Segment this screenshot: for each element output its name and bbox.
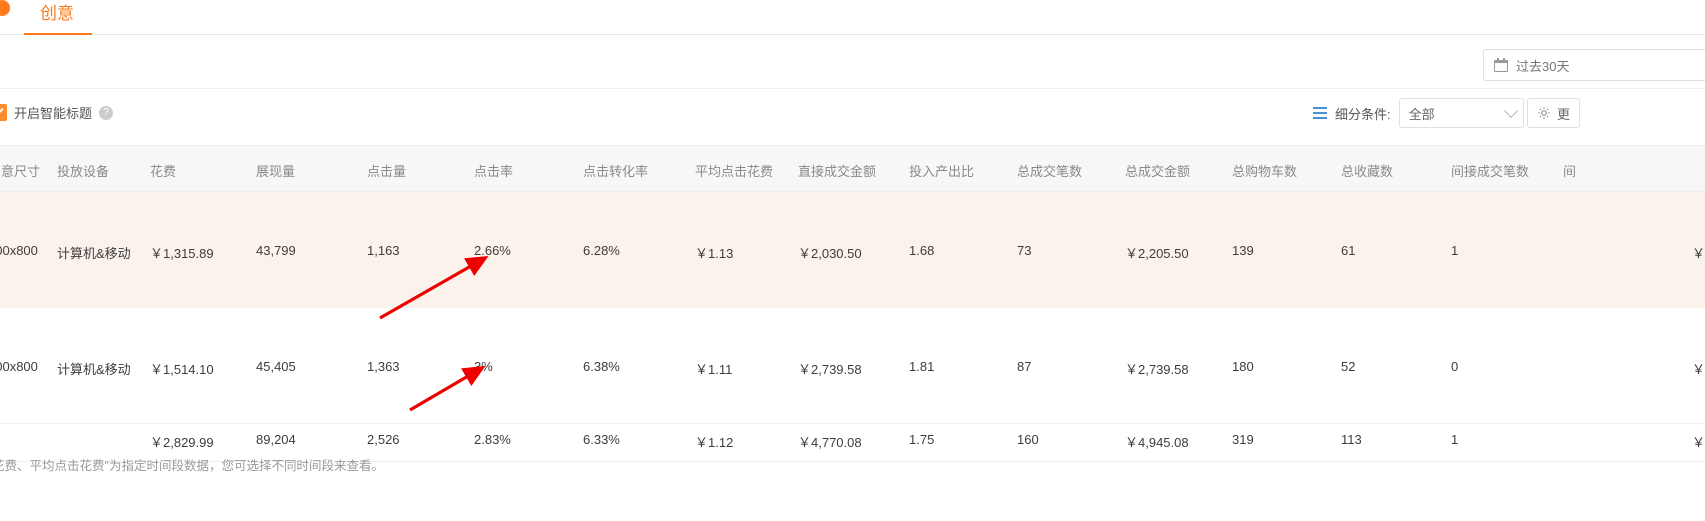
column-header-cpc[interactable]: 平均点击花费 — [695, 164, 774, 179]
cell-cvr: 6.38% — [583, 359, 620, 374]
cell-favorites: 61 — [1341, 243, 1356, 258]
column-header-roi[interactable]: 投入产出比 — [909, 164, 975, 179]
summary-cpc: ￥1.12 — [695, 435, 734, 450]
segment-filter-group: 细分条件: 全部 — [1313, 98, 1524, 128]
summary-ctr: 2.83% — [474, 432, 511, 447]
column-header-indirect-gmv[interactable]: 间 — [1563, 164, 1577, 179]
smart-title-checkbox[interactable]: 开启智能标题 ? — [0, 103, 114, 122]
column-header-cvr[interactable]: 点击转化率 — [583, 164, 649, 179]
cell-indirect-orders: 0 — [1451, 359, 1459, 374]
cell-roi: 1.68 — [909, 243, 935, 258]
smart-title-label: 开启智能标题 — [14, 106, 93, 121]
table-summary-row: ￥2,829.99 89,204 2,526 2.83% 6.33% ￥1.12… — [0, 424, 1705, 462]
cell-cost: ￥1,315.89 — [150, 246, 214, 261]
cell-ctr: 3% — [474, 359, 493, 374]
cell-clicks: 1,163 — [367, 243, 400, 258]
date-range-label: 过去30天 — [1516, 58, 1570, 74]
column-header-indirect-orders[interactable]: 间接成交笔数 — [1451, 164, 1530, 179]
summary-roi: 1.75 — [909, 432, 935, 447]
cell-size: 800x800 — [0, 359, 38, 374]
summary-total-gmv: ￥4,945.08 — [1125, 435, 1189, 450]
tab-creative[interactable]: 创意 — [40, 4, 74, 23]
cell-direct-gmv: ￥2,739.58 — [798, 362, 862, 377]
cell-total-gmv: ￥2,205.50 — [1125, 246, 1189, 261]
cell-favorites: 52 — [1341, 359, 1356, 374]
column-header-impressions[interactable]: 展现量 — [256, 164, 296, 179]
filter-bar — [0, 35, 1705, 89]
table-row[interactable]: 800x800 计算机&移动 ￥1,315.89 43,799 1,163 2.… — [0, 192, 1705, 308]
cell-device: 计算机&移动 — [57, 246, 131, 261]
list-icon — [1313, 107, 1327, 119]
summary-carts: 319 — [1232, 432, 1254, 447]
column-header-favorites[interactable]: 总收藏数 — [1341, 164, 1394, 179]
cell-ctr: 2.66% — [474, 243, 511, 258]
cell-orders: 73 — [1017, 243, 1032, 258]
more-settings-button[interactable]: 更 — [1527, 98, 1581, 128]
cell-cpc: ￥1.13 — [695, 246, 734, 261]
checkbox-checked-icon[interactable] — [0, 104, 7, 121]
cell-impressions: 43,799 — [256, 243, 296, 258]
cell-roi: 1.81 — [909, 359, 935, 374]
date-range-picker[interactable]: 过去30天 — [1483, 49, 1705, 81]
more-settings-label: 更 — [1557, 106, 1571, 122]
table-footnote: 花费、平均点击花费"为指定时间段数据，您可选择不同时间段来查看。 — [0, 459, 384, 473]
cell-device: 计算机&移动 — [57, 362, 131, 377]
column-header-cost[interactable]: 花费 — [150, 164, 177, 179]
help-icon[interactable]: ? — [99, 105, 114, 120]
summary-indirect-orders: 1 — [1451, 432, 1459, 447]
cell-cost: ￥1,514.10 — [150, 362, 214, 377]
tab-active-indicator — [24, 33, 92, 36]
calendar-icon — [1494, 57, 1508, 72]
column-header-device[interactable]: 投放设备 — [57, 164, 110, 179]
gear-icon — [1538, 107, 1550, 119]
column-header-total-gmv[interactable]: 总成交金额 — [1125, 164, 1191, 179]
table-row[interactable]: 800x800 计算机&移动 ￥1,514.10 45,405 1,363 3%… — [0, 308, 1705, 424]
summary-clicks: 2,526 — [367, 432, 400, 447]
column-header-size[interactable]: 创意尺寸 — [0, 164, 41, 179]
tab-bar: 创意 — [0, 0, 1705, 36]
cell-direct-gmv: ￥2,030.50 — [798, 246, 862, 261]
summary-indirect-gmv: ￥ — [1692, 435, 1705, 450]
summary-orders: 160 — [1017, 432, 1039, 447]
summary-cost: ￥2,829.99 — [150, 435, 214, 450]
brand-dot-icon — [0, 0, 10, 16]
cell-cpc: ￥1.11 — [695, 362, 733, 377]
cell-indirect-gmv: ￥ — [1692, 362, 1705, 377]
segment-filter-value: 全部 — [1408, 106, 1435, 122]
cell-carts: 139 — [1232, 243, 1254, 258]
summary-cvr: 6.33% — [583, 432, 620, 447]
cell-indirect-gmv: ￥ — [1692, 246, 1705, 261]
summary-impressions: 89,204 — [256, 432, 296, 447]
column-header-orders[interactable]: 总成交笔数 — [1017, 164, 1083, 179]
cell-size: 800x800 — [0, 243, 38, 258]
column-header-carts[interactable]: 总购物车数 — [1232, 164, 1298, 179]
column-header-direct-gmv[interactable]: 直接成交金额 — [798, 164, 877, 179]
cell-cvr: 6.28% — [583, 243, 620, 258]
summary-direct-gmv: ￥4,770.08 — [798, 435, 862, 450]
cell-total-gmv: ￥2,739.58 — [1125, 362, 1189, 377]
column-header-ctr[interactable]: 点击率 — [474, 164, 514, 179]
segment-filter-select[interactable]: 全部 — [1398, 98, 1524, 128]
cell-indirect-orders: 1 — [1451, 243, 1459, 258]
summary-favorites: 113 — [1341, 432, 1362, 447]
chevron-down-icon — [1503, 103, 1518, 118]
cell-clicks: 1,363 — [367, 359, 400, 374]
cell-orders: 87 — [1017, 359, 1032, 374]
segment-filter-label: 细分条件: — [1335, 106, 1391, 122]
table-header-row: 创意尺寸 投放设备 花费 展现量 点击量 点击率 点击转化率 平均点击花费 直接… — [0, 145, 1705, 192]
cell-carts: 180 — [1232, 359, 1254, 374]
column-header-clicks[interactable]: 点击量 — [367, 164, 407, 179]
cell-impressions: 45,405 — [256, 359, 296, 374]
